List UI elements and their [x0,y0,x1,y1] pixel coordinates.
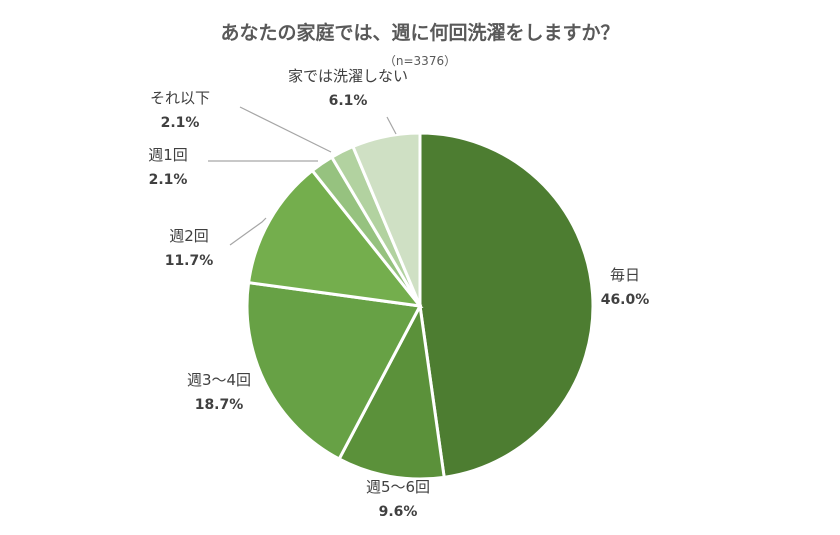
leader-line-shu2 [229,217,267,246]
slice-category-label-shu3-4: 週3～4回 [187,371,251,389]
slice-category-label-sore-ika: それ以下 [150,89,210,107]
slice-value-label-sore-ika: 2.1% [161,115,200,131]
leader-line-no-laundry [386,116,397,135]
slice-category-label-shu1: 週1回 [148,146,188,164]
pie-slice-shu3-4 [245,280,423,461]
slice-value-label-shu3-4: 18.7% [195,397,244,413]
pie-slice-shu2 [246,168,424,308]
chart-title: あなたの家庭では、週に何回洗濯をしますか？ [220,21,619,44]
pie-slices [245,131,595,481]
slice-labels: 毎日 46.0% 週5～6回 9.6% 週3～4回 18.7% 週2回 11.7% 週1回 2.1… [148,67,649,520]
slice-category-label-mainichi: 毎日 [610,266,640,284]
slice-value-label-shu2: 11.7% [165,253,214,269]
slice-category-label-no-laundry: 家では洗濯しない [288,67,408,85]
pie-slice-mainichi [418,131,595,479]
leader-line-sore-ika [239,106,332,153]
slice-value-label-shu5-6: 9.6% [379,504,418,520]
slice-value-label-mainichi: 46.0% [601,292,650,308]
leader-lines [208,106,397,246]
pie-slice-shu5-6 [337,301,446,481]
slice-value-label-no-laundry: 6.1% [329,93,368,109]
slice-category-label-shu5-6: 週5～6回 [366,478,430,496]
sample-size-note: （n=3376） [384,54,456,68]
slice-value-label-shu1: 2.1% [149,172,188,188]
slice-category-label-shu2: 週2回 [169,227,209,245]
pie-slice-no-laundry [350,131,422,307]
